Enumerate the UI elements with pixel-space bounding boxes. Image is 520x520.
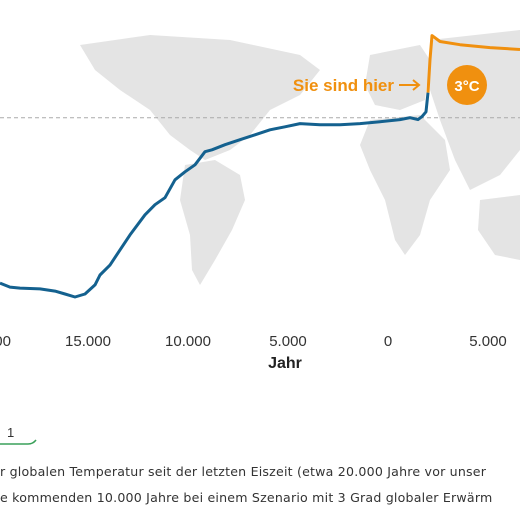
bubble-label: 3°C (454, 78, 479, 95)
tab-underline (0, 439, 37, 445)
x-tick-label: 20.000 (0, 333, 11, 350)
chart: 20.000 15.000 10.000 5.000 0 5.000 Sie sind hi… (0, 30, 520, 372)
annotation-arrow (399, 79, 421, 91)
caption-line: r globalen Temperatur seit der letzten E… (0, 464, 487, 479)
caption-line: e kommenden 10.000 Jahre bei einem Szena… (0, 490, 493, 505)
tab-label[interactable]: 1 (7, 425, 14, 440)
x-tick-label: 15.000 (65, 333, 111, 350)
x-tick-label: 5.000 (269, 333, 307, 350)
x-tick-label: 0 (384, 333, 392, 350)
line (426, 34, 520, 93)
bubble (447, 65, 487, 105)
annotation: Sie sind hier (293, 76, 394, 95)
line (0, 92, 430, 299)
world-map (80, 30, 520, 285)
x-tick-label: 10.000 (165, 333, 211, 350)
tab[interactable]: 1 (0, 420, 60, 450)
x-tick-label: 5.000 (469, 333, 507, 350)
x-axis-label: Jahr (268, 355, 302, 372)
